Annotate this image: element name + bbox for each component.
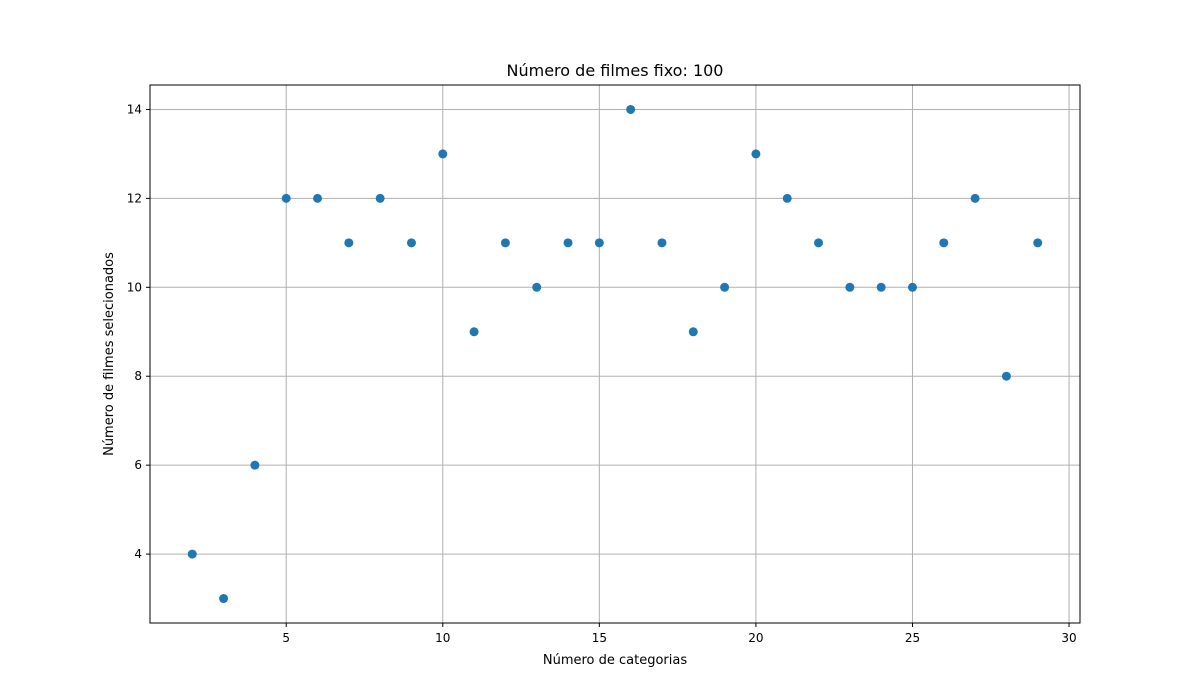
y-axis-ticks: 4 6 8 10 12 14: [127, 102, 150, 561]
data-point: [594, 238, 604, 248]
data-points: [187, 104, 1043, 604]
data-point: [219, 594, 229, 604]
x-tick-label: 20: [748, 631, 763, 645]
data-point: [751, 149, 761, 159]
data-point: [1033, 238, 1043, 248]
x-axis-label: Número de categorias: [543, 653, 687, 668]
data-point: [1001, 371, 1011, 381]
data-point: [344, 238, 354, 248]
x-tick-label: 10: [435, 631, 450, 645]
grid-lines: [150, 85, 1080, 623]
x-tick-label: 25: [905, 631, 920, 645]
plot-frame: [149, 84, 1081, 624]
data-point: [469, 327, 479, 337]
y-axis-label: Número de filmes selecionados: [102, 252, 117, 456]
data-point: [406, 238, 416, 248]
y-tick-label: 6: [134, 458, 142, 472]
y-tick-label: 14: [127, 102, 142, 116]
x-axis-ticks: 5 10 15 20 25 30: [282, 623, 1077, 645]
data-point: [313, 193, 323, 203]
data-point: [281, 193, 291, 203]
data-point: [563, 238, 573, 248]
data-point: [720, 282, 730, 292]
data-point: [657, 238, 667, 248]
data-point: [500, 238, 510, 248]
data-point: [939, 238, 949, 248]
data-point: [907, 282, 917, 292]
y-tick-label: 12: [127, 191, 142, 205]
y-tick-label: 10: [127, 280, 142, 294]
data-point: [782, 193, 792, 203]
data-point: [626, 104, 636, 114]
y-tick-label: 4: [134, 547, 142, 561]
data-point: [375, 193, 385, 203]
data-point: [876, 282, 886, 292]
data-point: [187, 549, 197, 559]
data-point: [532, 282, 542, 292]
chart-title: Número de filmes fixo: 100: [507, 61, 724, 80]
x-tick-label: 5: [282, 631, 290, 645]
data-point: [845, 282, 855, 292]
data-point: [814, 238, 824, 248]
x-tick-label: 15: [592, 631, 607, 645]
data-point: [970, 193, 980, 203]
data-point: [250, 460, 260, 470]
x-tick-label: 30: [1061, 631, 1076, 645]
data-point: [688, 327, 698, 337]
data-point: [438, 149, 448, 159]
y-tick-label: 8: [134, 369, 142, 383]
